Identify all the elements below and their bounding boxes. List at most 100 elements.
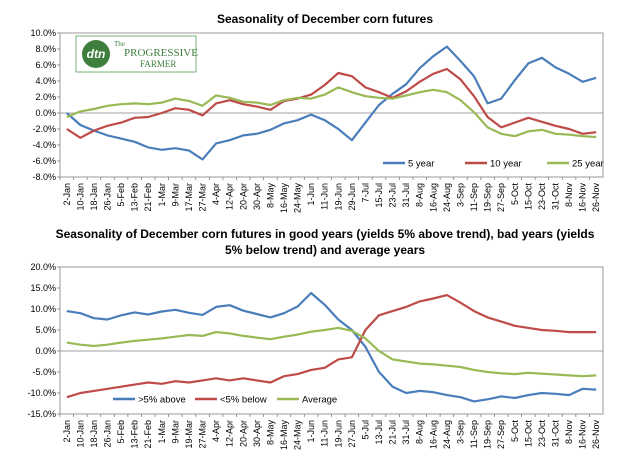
legend-label: 5 year xyxy=(408,159,434,170)
x-tick-label: 23-Oct xyxy=(537,420,547,448)
y-tick-label: 20.0% xyxy=(30,262,56,272)
series-line-average xyxy=(66,326,597,378)
y-tick-label: -15.0% xyxy=(27,409,56,419)
y-tick-label: 15.0% xyxy=(30,283,56,293)
x-tick-label: 27-Sep xyxy=(496,420,506,449)
chart2-title-line2: 5% below trend) and average years xyxy=(225,243,425,257)
x-tick-label: 19-Sep xyxy=(483,420,493,449)
x-tick-label: 4-Apr xyxy=(211,420,221,442)
x-tick-label: 9-Mar xyxy=(170,183,180,207)
x-tick-label: 3-Sep xyxy=(455,420,465,444)
x-tick-label: 13-Feb xyxy=(130,183,140,212)
logo-line3: FARMER xyxy=(140,59,176,69)
x-tick-label: 18-Jan xyxy=(89,183,99,211)
x-tick-label: 11-Sep xyxy=(469,183,479,211)
y-tick-label: -2.0% xyxy=(32,124,56,134)
x-tick-label: 16-May xyxy=(279,183,289,214)
y-tick-label: 10.0% xyxy=(30,28,56,38)
y-tick-label: -6.0% xyxy=(32,156,56,166)
x-tick-label: 23-Jul xyxy=(388,183,398,208)
x-tick-label: 16-Aug xyxy=(428,183,438,212)
x-tick-label: 16-Nov xyxy=(578,183,588,213)
x-tick-label: 8-Nov xyxy=(564,183,574,208)
x-tick-label: 8-Aug xyxy=(415,183,425,207)
chart2-title-line1: Seasonality of December corn futures in … xyxy=(56,227,595,241)
x-tick-label: 26-Nov xyxy=(591,183,601,213)
x-tick-label: 12-Apr xyxy=(225,420,235,447)
series-line-5-below xyxy=(66,294,597,399)
x-tick-label: 1-Mar xyxy=(157,420,167,444)
x-tick-label: 1-Jun xyxy=(306,183,316,206)
x-tick-label: 31-Oct xyxy=(550,183,560,211)
x-tick-label: 19-Sep xyxy=(483,183,493,212)
x-tick-label: 5-Oct xyxy=(510,420,520,443)
x-tick-label: 23-Oct xyxy=(537,183,547,211)
x-tick-label: 27-Mar xyxy=(198,420,208,449)
y-tick-label: -10.0% xyxy=(27,388,56,398)
x-tick-label: 1-Jun xyxy=(306,420,316,443)
x-tick-label: 24-May xyxy=(293,183,303,214)
y-tick-label: 0.0% xyxy=(35,346,56,356)
x-tick-label: 30-Apr xyxy=(252,420,262,447)
x-tick-label: 5-Feb xyxy=(116,183,126,207)
logo-badge-text: dtn xyxy=(87,47,106,61)
x-tick-label: 20-Apr xyxy=(238,420,248,447)
series-line-5-above xyxy=(66,291,597,403)
x-tick-label: 11-Jun xyxy=(320,183,330,210)
x-tick-label: 11-Jun xyxy=(320,420,330,447)
x-tick-label: 8-May xyxy=(265,183,275,209)
x-tick-label: 31-Oct xyxy=(550,420,560,448)
x-tick-label: 27-Sep xyxy=(496,183,506,212)
x-tick-label: 29-Jun xyxy=(347,183,357,211)
x-tick-label: 16-May xyxy=(279,420,289,451)
x-tick-label: 5-Jul xyxy=(360,420,370,440)
y-tick-label: 8.0% xyxy=(35,44,56,54)
x-tick-label: 4-Apr xyxy=(211,183,221,205)
x-tick-label: 15-Jul xyxy=(374,183,384,208)
x-tick-label: 26-Nov xyxy=(591,420,601,450)
x-tick-label: 13-Feb xyxy=(130,420,140,449)
x-tick-label: 3-Sep xyxy=(455,183,465,207)
x-tick-label: 26-Jan xyxy=(103,183,113,211)
x-tick-label: 18-Jan xyxy=(89,420,99,448)
x-tick-label: 8-Aug xyxy=(415,420,425,444)
y-tick-label: -5.0% xyxy=(32,367,56,377)
x-tick-label: 19-Mar xyxy=(184,420,194,449)
x-tick-label: 21-Feb xyxy=(143,420,153,449)
series-line-5-year xyxy=(66,45,597,161)
legend-label: 25 year xyxy=(572,159,604,170)
x-tick-label: 15-Oct xyxy=(523,183,533,211)
x-tick-label: 21-Feb xyxy=(143,183,153,212)
x-tick-label: 2-Jan xyxy=(62,420,72,443)
legend-label: >5% above xyxy=(138,395,186,406)
x-tick-label: 30-Apr xyxy=(252,183,262,210)
legend-label: Average xyxy=(302,395,337,406)
x-tick-label: 5-Oct xyxy=(510,183,520,206)
x-tick-label: 2-Jan xyxy=(62,183,72,206)
x-tick-label: 9-Mar xyxy=(170,420,180,444)
y-tick-label: 4.0% xyxy=(35,76,56,86)
x-tick-label: 24-May xyxy=(293,420,303,451)
y-tick-label: -8.0% xyxy=(32,172,56,182)
series-line-25-year xyxy=(66,86,597,139)
series-line-10-year xyxy=(66,67,597,139)
y-tick-label: 5.0% xyxy=(35,325,56,335)
x-tick-label: 17-Mar xyxy=(184,183,194,212)
x-tick-label: 12-Apr xyxy=(225,183,235,210)
legend-label: <5% below xyxy=(220,395,267,406)
x-tick-label: 16-Aug xyxy=(428,420,438,449)
x-tick-label: 24-Aug xyxy=(442,183,452,212)
progressive-farmer-logo: dtn The PROGRESSIVE FARMER xyxy=(75,35,198,73)
x-tick-label: 10-Jan xyxy=(75,183,85,211)
x-tick-label: 26-Jan xyxy=(103,420,113,448)
x-tick-label: 27-Mar xyxy=(198,183,208,212)
x-tick-label: 16-Nov xyxy=(578,420,588,450)
x-tick-label: 27-Jun xyxy=(347,420,357,448)
chart1-plot-area: 10.0% 8.0% 6.0% 4.0% 2.0% 0.0% -2.0% -4.0% -6.0%… xyxy=(30,28,603,213)
x-tick-label: 19-Jun xyxy=(333,183,343,211)
y-tick-label: 6.0% xyxy=(35,60,56,70)
x-tick-label: 31-Jul xyxy=(401,420,411,445)
x-tick-label: 24-Aug xyxy=(442,420,452,449)
x-tick-label: 31-Jul xyxy=(401,183,411,208)
